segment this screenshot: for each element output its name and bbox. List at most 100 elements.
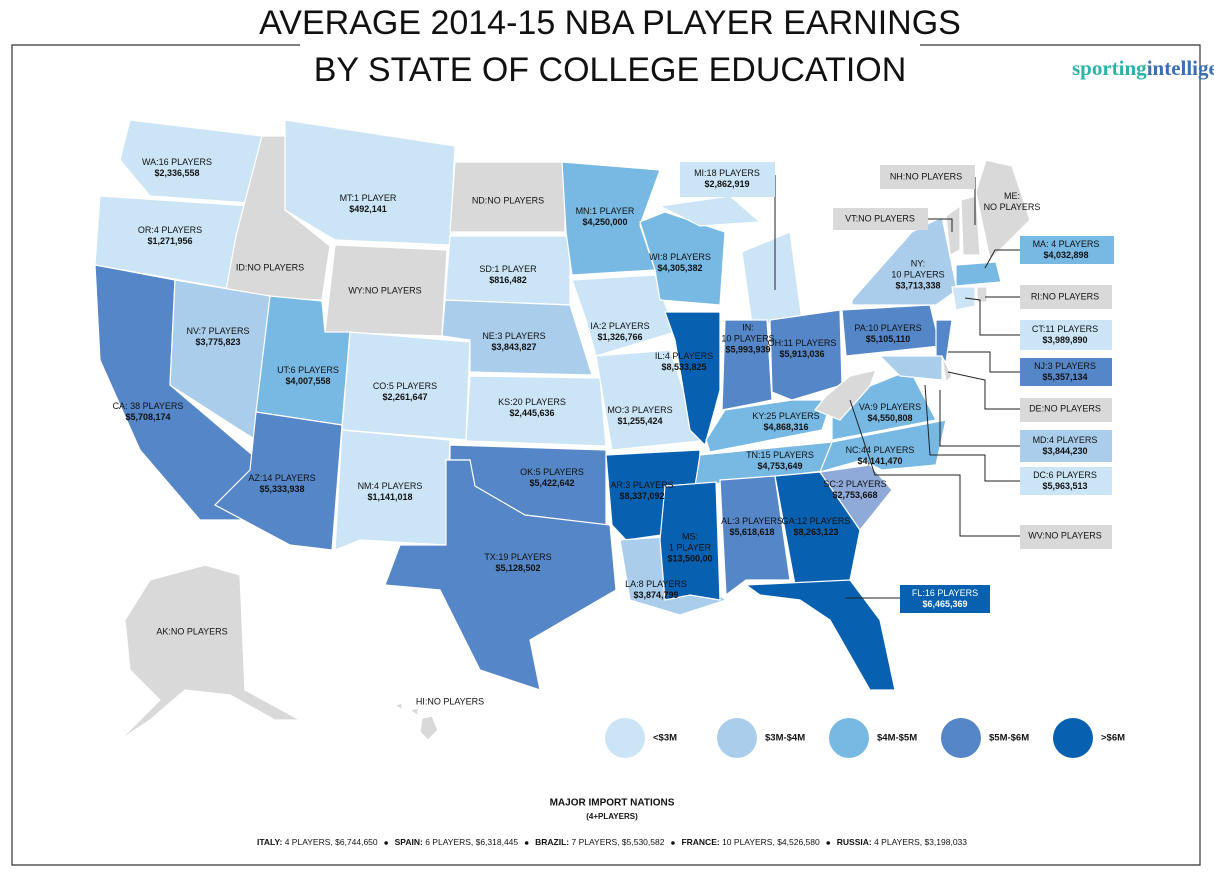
frame: [11, 44, 1201, 866]
state-label: LA:8 PLAYERS: [625, 579, 687, 589]
state-label: SC:2 PLAYERS: [823, 479, 886, 489]
leader-line: [849, 399, 1020, 537]
state-label: 10 PLAYERS: [721, 333, 774, 343]
state-shape: [769, 309, 843, 401]
nation-name: RUSSIA:: [837, 837, 872, 847]
state-label: $1,271,956: [147, 236, 192, 246]
footer-title: MAJOR IMPORT NATIONS: [550, 798, 675, 809]
legend-swatch: [829, 718, 869, 758]
state-label: $3,844,230: [1042, 446, 1087, 456]
state-label: $1,326,766: [597, 332, 642, 342]
state-label: MN:1 PLAYER: [576, 206, 635, 216]
state-label: $5,708,174: [125, 412, 170, 422]
state-label: NM:4 PLAYERS: [358, 481, 423, 491]
state-label: IL:4 PLAYERS: [655, 351, 713, 361]
state-shape: [384, 459, 617, 691]
state-label: SD:1 PLAYER: [479, 264, 537, 274]
callout-box: [1020, 430, 1112, 462]
state-label: $5,357,134: [1042, 372, 1087, 382]
state-label: $6,465,369: [922, 599, 967, 609]
callout-box: [1020, 285, 1112, 309]
state-label: $2,336,558: [154, 168, 199, 178]
state-label: $5,913,036: [779, 349, 824, 359]
state-label: RI:NO PLAYERS: [1031, 291, 1099, 301]
state-shape: [814, 369, 877, 421]
state-label: UT:6 PLAYERS: [277, 365, 339, 375]
state-label: MS:: [682, 531, 698, 541]
callout-box: [1020, 320, 1112, 350]
state-shape: [449, 161, 566, 233]
state-label: CA: 38 PLAYERS: [113, 401, 184, 411]
state-label: $2,445,636: [509, 408, 554, 418]
state-label: MD:4 PLAYERS: [1033, 435, 1098, 445]
state-label: $3,843,827: [491, 342, 536, 352]
states: [94, 119, 1031, 741]
callout-box: [680, 162, 775, 197]
nation-name: BRAZIL:: [535, 837, 569, 847]
state-shape: [941, 355, 953, 384]
state-label: WI:8 PLAYERS: [649, 252, 711, 262]
state-label: KY:25 PLAYERS: [752, 411, 819, 421]
state-label: VA:9 PLAYERS: [859, 402, 921, 412]
state-label: $1,255,424: [617, 416, 662, 426]
state-label: $8,533,825: [661, 362, 706, 372]
footer-subtitle: (4+PLAYERS): [586, 812, 638, 821]
legend-swatch: [717, 718, 757, 758]
legend-swatch: [941, 718, 981, 758]
state-label: $816,482: [489, 275, 527, 285]
state-label: HI:NO PLAYERS: [416, 696, 484, 706]
labels: WA:16 PLAYERS$2,336,558 OR:4 PLAYERS$1,27…: [113, 157, 1114, 706]
nation-detail: 4 PLAYERS, $6,744,650: [285, 837, 378, 847]
state-label: WY:NO PLAYERS: [348, 285, 421, 295]
state-label: MI:18 PLAYERS: [694, 168, 760, 178]
title-line-1: AVERAGE 2014-15 NBA PLAYER EARNINGS: [259, 4, 961, 42]
state-label: MT:1 PLAYER: [340, 193, 397, 203]
state-shape: [935, 319, 953, 363]
legend-swatch: [1053, 718, 1093, 758]
legend-label: >$6M: [1101, 733, 1125, 744]
state-shape: [639, 211, 726, 306]
state-label: $5,993,939: [725, 344, 770, 354]
state-shape: [818, 419, 947, 473]
state-label: $492,141: [349, 204, 387, 214]
nation-detail: 10 PLAYERS, $4,526,580: [722, 837, 820, 847]
state-label: $5,618,618: [729, 527, 774, 537]
state-label: $13,500,00: [667, 553, 712, 563]
callout-box: [1020, 467, 1112, 495]
state-shape: [955, 261, 1002, 287]
state-shape: [719, 475, 791, 597]
state-shape: [419, 715, 439, 741]
state-label: $2,753,668: [832, 490, 877, 500]
callout-box: [880, 165, 975, 189]
state-label: $4,753,649: [757, 461, 802, 471]
state-shape: [119, 119, 263, 204]
state-label: $4,550,808: [867, 413, 912, 423]
state-label: $3,874,799: [633, 590, 678, 600]
state-shape: [284, 119, 456, 246]
state-label: MO:3 PLAYERS: [607, 405, 672, 415]
leader-line: [964, 297, 1020, 336]
state-label: KS:20 PLAYERS: [498, 397, 566, 407]
state-label: CO:5 PLAYERS: [373, 381, 437, 391]
state-label: AR:3 PLAYERS: [610, 480, 673, 490]
state-shape: [976, 286, 988, 303]
state-label: $4,007,558: [285, 376, 330, 386]
state-label: $4,141,470: [857, 456, 902, 466]
state-shape: [119, 564, 301, 741]
state-label: $8,263,123: [793, 527, 838, 537]
state-label: TX:19 PLAYERS: [484, 552, 551, 562]
legend-label: <$3M: [653, 733, 677, 744]
nations-row: ITALY: 4 PLAYERS, $6,744,650 SPAIN: 6 PL…: [257, 837, 967, 847]
state-label: $2,261,647: [382, 392, 427, 402]
state-label: NJ:3 PLAYERS: [1034, 361, 1096, 371]
bullet: [384, 841, 388, 845]
state-label: OH:11 PLAYERS: [768, 338, 837, 348]
state-shape: [721, 319, 773, 411]
state-shape: [658, 195, 762, 227]
state-label: CT:11 PLAYERS: [1032, 324, 1098, 334]
state-label: IN:: [742, 322, 754, 332]
state-label: MA: 4 PLAYERS: [1033, 239, 1100, 249]
state-label: WA:16 PLAYERS: [142, 157, 212, 167]
callout-box: [1020, 398, 1112, 422]
